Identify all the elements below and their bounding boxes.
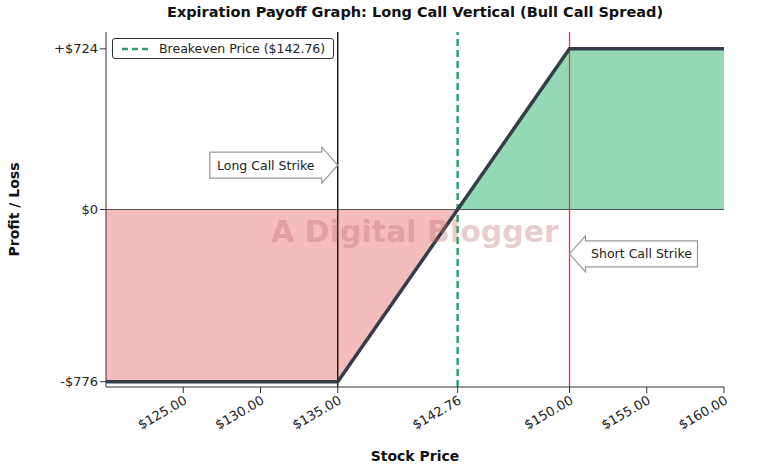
html-text:A Digital Blogger: A Digital Blogger <box>271 214 559 249</box>
svg-text:-$776: -$776 <box>60 374 98 389</box>
svg-text:Long Call Strike: Long Call Strike <box>217 158 315 173</box>
html-text:Expiration Payoff Graph: Long: Expiration Payoff Graph: Long Call Verti… <box>167 4 663 20</box>
svg-text:$150.00: $150.00 <box>522 393 576 433</box>
svg-text:$125.00: $125.00 <box>135 393 189 433</box>
svg-text:+$724: +$724 <box>54 41 98 56</box>
svg-text:$155.00: $155.00 <box>599 393 653 433</box>
svg-text:$135.00: $135.00 <box>290 393 344 433</box>
svg-text:$130.00: $130.00 <box>213 393 267 433</box>
svg-text:Profit / Loss: Profit / Loss <box>6 163 22 257</box>
svg-text:$160.00: $160.00 <box>676 393 730 433</box>
svg-text:$0: $0 <box>81 202 98 217</box>
html-text:Breakeven Price ($142.76): Breakeven Price ($142.76) <box>159 41 326 56</box>
svg-text:Stock Price: Stock Price <box>371 448 460 464</box>
svg-text:$142.76: $142.76 <box>410 393 464 433</box>
svg-text:Short Call Strike: Short Call Strike <box>591 246 692 261</box>
